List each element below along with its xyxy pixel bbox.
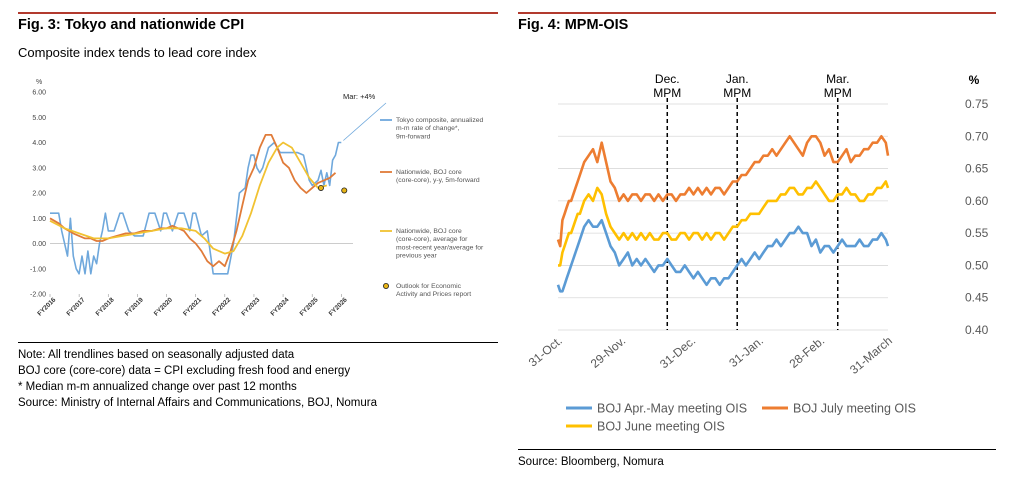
fig3-y-tick-label: 0.00 <box>32 241 46 248</box>
fig3-note-1: Note: All trendlines based on seasonally… <box>18 349 295 361</box>
fig3-y-tick-label: 5.00 <box>32 115 46 122</box>
fig3-legend-label: Nationwide, BOJ core (core-core), average… <box>396 228 484 260</box>
fig4-panel: Fig. 4: MPM-OIS % 0.40 0.45 0.50 0.55 0.60 0.6… <box>518 0 996 490</box>
fig3-legend-label: Nationwide, BOJ core (core-core), y-y, 5m… <box>396 169 480 184</box>
fig4-x-tick-label: 31-March <box>847 334 895 377</box>
fig4-y-tick-label: 0.55 <box>965 226 989 240</box>
fig3-subtitle: Composite index tends to lead core index <box>18 45 257 60</box>
fig3-series-line-1 <box>50 141 342 275</box>
fig3-x-tick-label: FY2022 <box>211 296 232 317</box>
fig4-y-tick-label: 0.45 <box>965 291 989 305</box>
fig3-outlook-point <box>317 184 324 191</box>
fig3-legend-label: Tokyo composite, annualized m-m rate of c… <box>396 117 483 140</box>
fig4-x-tick-label: 31-Oct. <box>526 334 565 370</box>
fig3-x-tick-label: FY2020 <box>153 296 174 317</box>
fig3-annotation: Mar: +4% <box>343 92 376 101</box>
fig3-note-2: BOJ core (core-core) data = CPI excludin… <box>18 365 351 377</box>
fig4-x-tick-label: 28-Feb. <box>786 334 827 371</box>
fig4-y-tick-label: 0.50 <box>965 258 989 272</box>
fig3-x-tick-label: FY2017 <box>65 296 86 317</box>
fig3-y-tick-label: -1.00 <box>30 266 46 273</box>
fig4-meeting-label: Mar. <box>826 72 849 86</box>
fig3-top-rule <box>18 12 498 14</box>
fig3-legend-swatch <box>382 282 389 289</box>
fig3-note-3: * Median m-m annualized change over past… <box>18 381 297 393</box>
fig3-y-tick-label: -2.00 <box>30 292 46 299</box>
fig4-y-tick-label: 0.60 <box>965 194 989 208</box>
fig3-x-tick-label: FY2026 <box>328 296 349 317</box>
fig3-x-tick-label: FY2018 <box>95 296 116 317</box>
fig3-x-tick-label: FY2019 <box>124 296 145 317</box>
fig4-chart: %0.400.450.500.550.600.650.700.75Dec.MPM… <box>526 72 989 434</box>
fig4-top-rule <box>518 12 996 14</box>
fig3-note-4: Source: Ministry of Internal Affairs and… <box>18 397 377 409</box>
fig3-unit-label: % <box>36 79 42 86</box>
fig3-x-tick-label: FY2023 <box>240 296 261 317</box>
fig4-unit-label: % <box>969 73 980 87</box>
fig4-series-line-2 <box>556 135 890 248</box>
fig4-legend-label: BOJ June meeting OIS <box>597 420 725 434</box>
fig3-y-tick-label: 1.00 <box>32 216 46 223</box>
fig3-annotation-arrow <box>343 102 387 141</box>
fig4-y-tick-label: 0.40 <box>965 323 989 337</box>
fig3-y-tick-label: 4.00 <box>32 140 46 147</box>
fig4-meeting-label: MPM <box>653 86 681 100</box>
fig4-title: Fig. 4: MPM-OIS <box>518 17 629 33</box>
fig4-y-tick-label: 0.65 <box>965 162 989 176</box>
fig4-x-tick-label: 29-Nov. <box>588 334 629 371</box>
fig4-meeting-label: Dec. <box>655 72 680 86</box>
fig3-notes-rule <box>18 342 498 343</box>
fig3-notes: Note: All trendlines based on seasonally… <box>18 347 377 411</box>
fig4-meeting-label: MPM <box>723 86 751 100</box>
fig4-source-rule <box>518 449 996 450</box>
fig4-meeting-label: MPM <box>824 86 852 100</box>
fig3-y-tick-label: 3.00 <box>32 165 46 172</box>
fig3-x-tick-label: FY2016 <box>36 296 57 317</box>
fig4-y-tick-label: 0.70 <box>965 129 989 143</box>
fig3-x-tick-label: FY2025 <box>299 296 320 317</box>
fig4-legend-label: BOJ July meeting OIS <box>793 402 916 416</box>
fig4-y-tick-label: 0.75 <box>965 97 989 111</box>
fig4-meeting-label: Jan. <box>726 72 749 86</box>
fig4-x-tick-label: 31-Jan. <box>726 334 766 370</box>
fig3-y-tick-label: 6.00 <box>32 90 46 97</box>
fig4-source: Source: Bloomberg, Nomura <box>518 456 664 468</box>
fig3-chart: % -2.00 -1.00 0.00 1.00 2.00 3.00 4.00 5.00 6.00 F… <box>30 79 484 318</box>
fig4-x-tick-label: 31-Dec. <box>657 334 698 372</box>
fig4-series-line-3 <box>558 180 890 267</box>
fig3-outlook-point <box>341 187 348 194</box>
fig3-series-line-3 <box>49 141 328 255</box>
fig3-x-tick-label: FY2021 <box>182 296 203 317</box>
fig3-x-tick-label: FY2024 <box>269 296 290 317</box>
fig3-y-tick-label: 2.00 <box>32 191 46 198</box>
fig4-legend-label: BOJ Apr.-May meeting OIS <box>597 402 747 416</box>
fig3-series-line-2 <box>49 134 337 268</box>
fig4-series-line-1 <box>556 218 890 293</box>
fig3-panel: Fig. 3: Tokyo and nationwide CPI Composi… <box>18 0 498 490</box>
fig3-legend-label: Outlook for Economic Activity and Prices … <box>396 283 471 298</box>
fig3-title: Fig. 3: Tokyo and nationwide CPI <box>18 17 245 33</box>
